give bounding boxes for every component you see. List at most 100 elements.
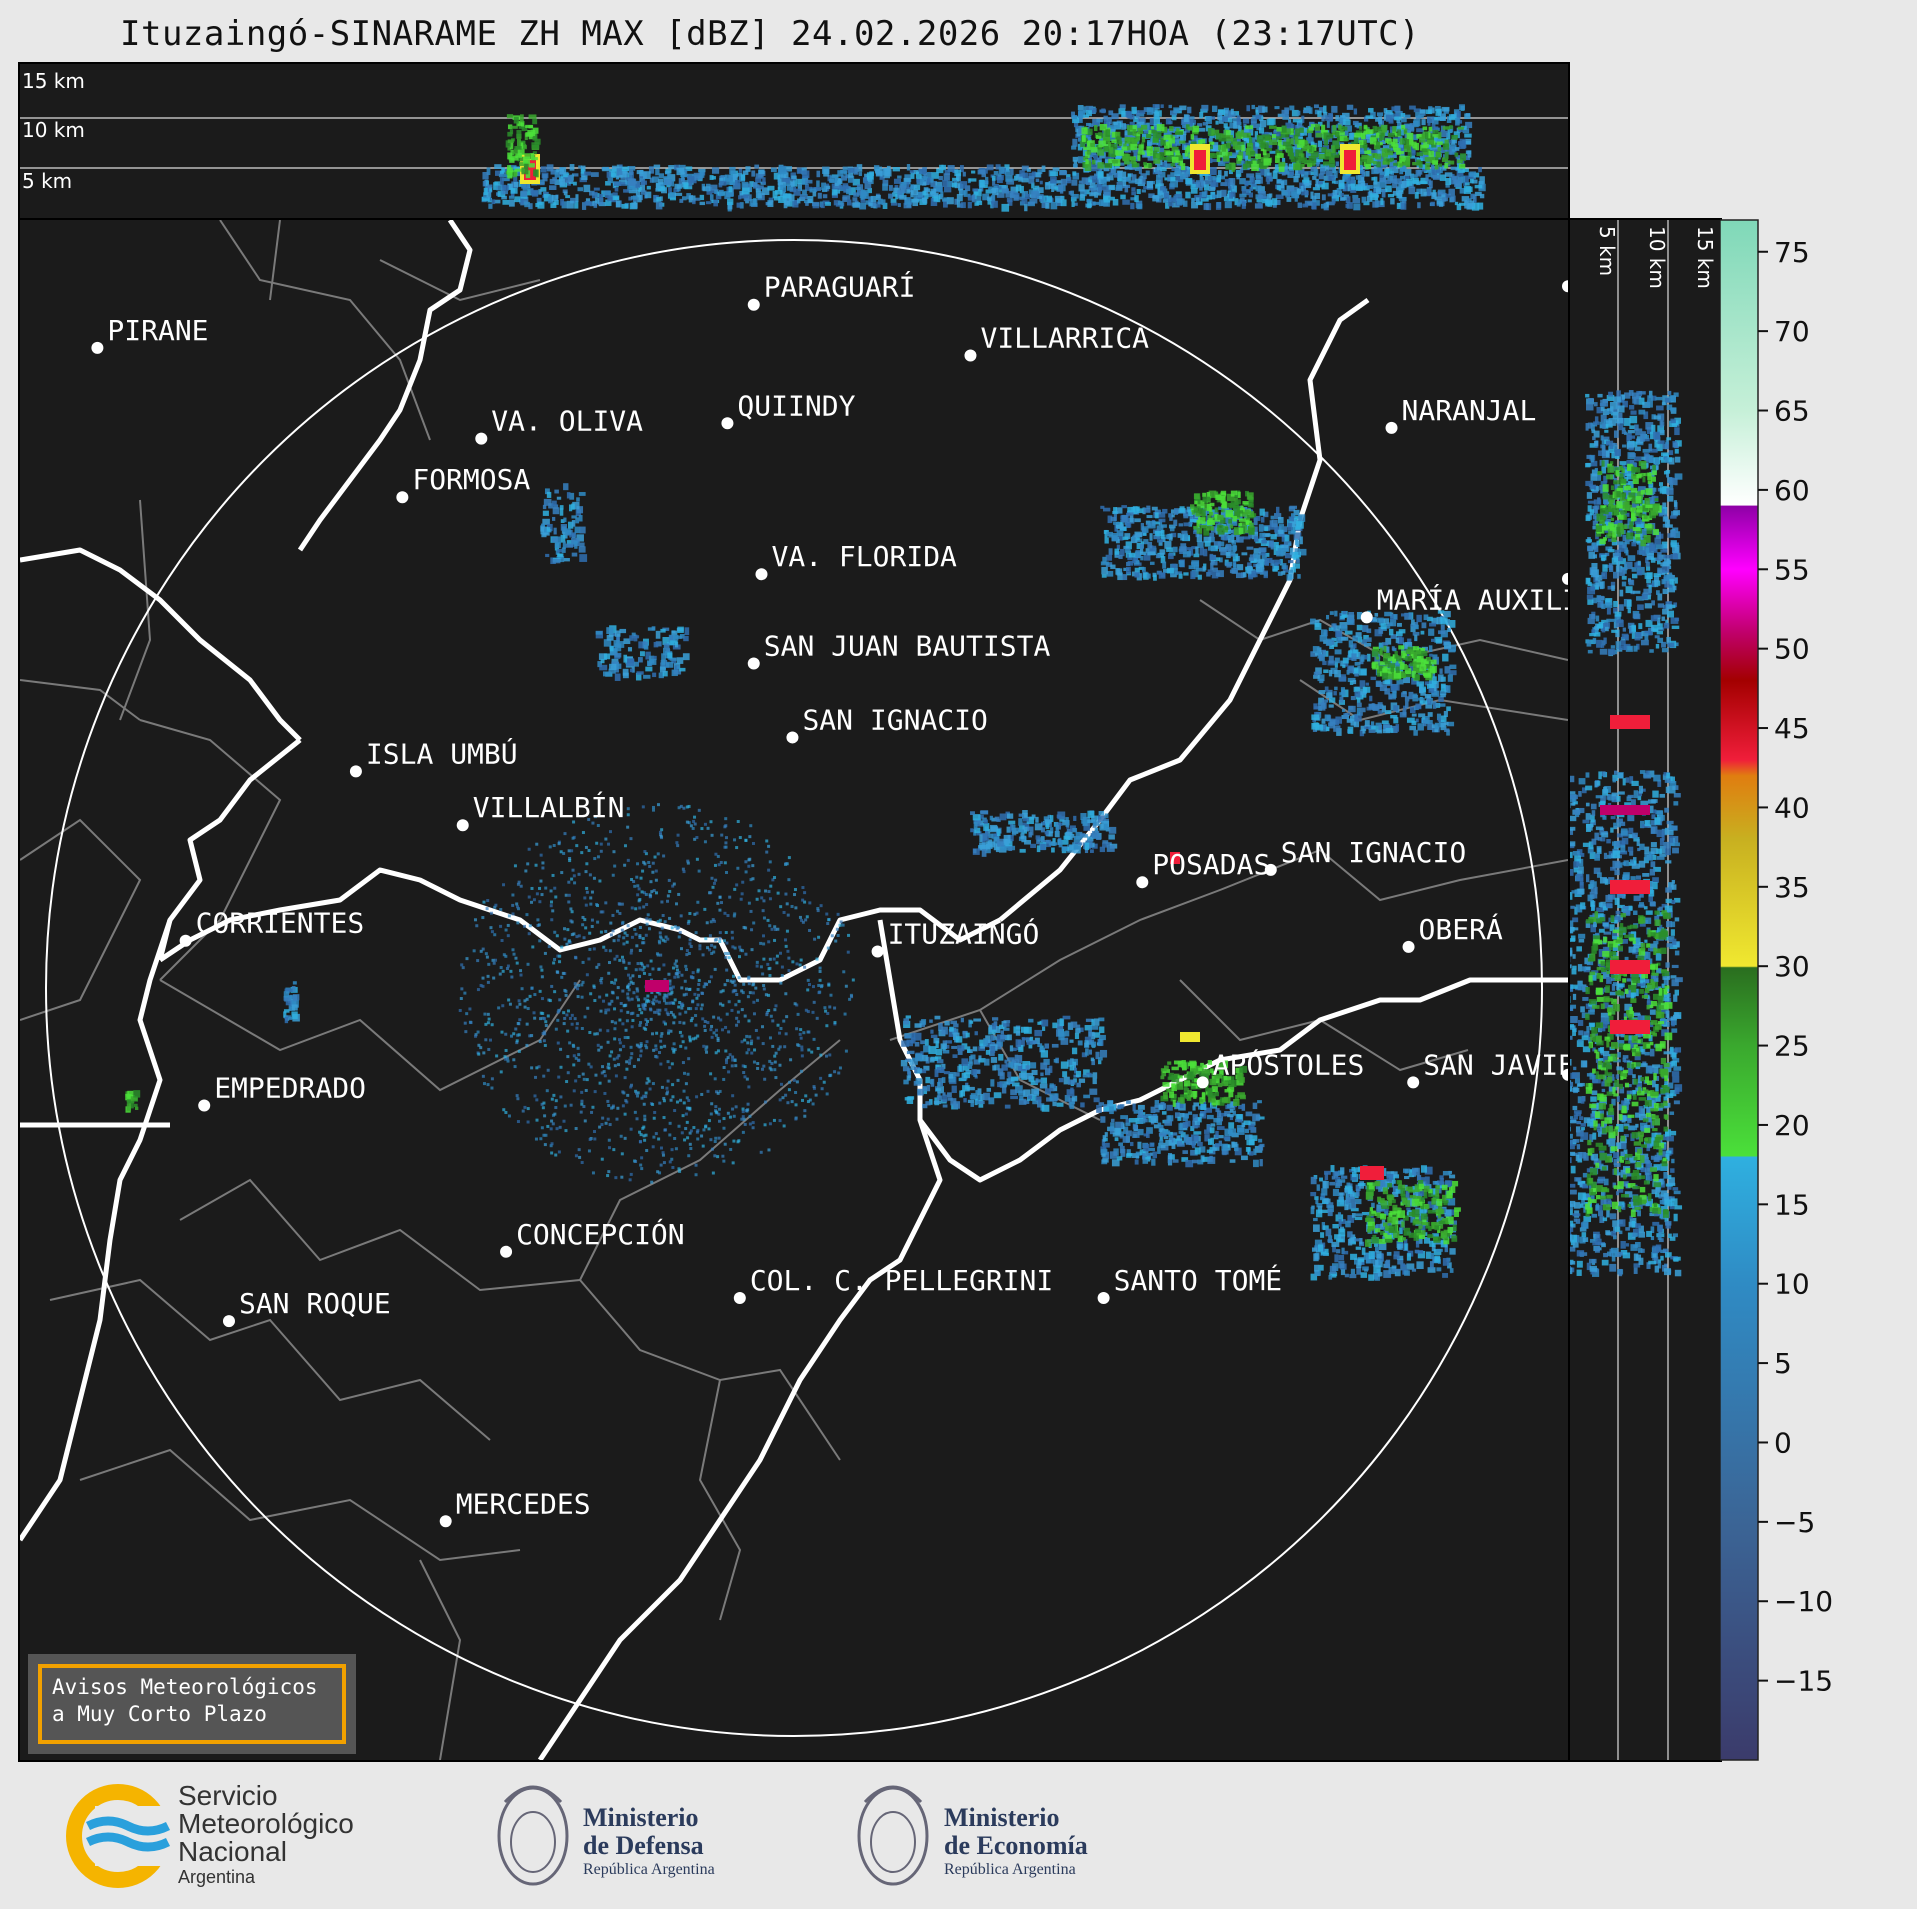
- echo-pixel: [1354, 132, 1363, 138]
- echo-pixel: [1237, 141, 1245, 145]
- echo-pixel: [1101, 108, 1106, 114]
- echo-pixel: [577, 1148, 581, 1152]
- echo-pixel: [755, 897, 759, 901]
- echo-pixel: [1467, 175, 1474, 180]
- echo-pixel: [797, 1044, 801, 1048]
- echo-pixel: [560, 871, 564, 875]
- echo-pixel: [559, 167, 567, 175]
- echo-pixel: [1226, 551, 1231, 559]
- echo-pixel: [808, 928, 812, 932]
- echo-pixel: [1302, 203, 1309, 208]
- echo-pixel: [550, 984, 554, 988]
- echo-pixel: [554, 179, 563, 185]
- echo-pixel: [804, 1094, 808, 1098]
- echo-pixel: [719, 180, 727, 186]
- echo-pixel: [709, 1028, 713, 1032]
- echo-pixel: [580, 1102, 584, 1106]
- echo-pixel: [709, 194, 714, 201]
- echo-pixel: [803, 1109, 807, 1113]
- echo-pixel: [643, 1003, 647, 1007]
- echo-pixel: [1166, 547, 1174, 552]
- echo-pixel: [793, 893, 797, 897]
- radar-map[interactable]: PARAGUARÍ PIRANE VILLARRICA VA. OLIVA QUIIND…: [18, 218, 1570, 1762]
- echo-pixel: [930, 198, 938, 207]
- echo-pixel: [629, 1127, 633, 1131]
- echo-pixel: [643, 1114, 647, 1118]
- echo-pixel: [680, 973, 684, 977]
- echo-pixel: [635, 995, 639, 999]
- echo-pixel: [686, 859, 690, 863]
- echo-pixel: [1360, 183, 1365, 191]
- echo-pixel: [538, 189, 542, 195]
- echo-pixel: [922, 190, 927, 196]
- echo-pixel: [1136, 508, 1144, 514]
- echo-pixel: [1296, 558, 1300, 563]
- echo-pixel: [672, 1050, 676, 1054]
- echo-pixel: [1325, 201, 1329, 208]
- echo-pixel: [1385, 179, 1392, 184]
- echo-pixel: [616, 166, 622, 170]
- echo-pixel: [998, 186, 1004, 190]
- echo-pixel: [822, 194, 828, 199]
- echo-pixel: [596, 824, 600, 828]
- echo-pixel: [577, 1058, 581, 1062]
- echo-pixel: [640, 1096, 644, 1100]
- echo-pixel: [630, 877, 634, 881]
- echo-pixel: [696, 1128, 700, 1132]
- echo-pixel: [1097, 149, 1105, 156]
- echo-pixel: [867, 187, 872, 194]
- echo-pixel: [807, 983, 811, 987]
- echo-pixel: [1146, 515, 1153, 519]
- echo-pixel: [458, 1008, 462, 1012]
- echo-pixel: [677, 892, 681, 896]
- echo-pixel: [539, 879, 543, 883]
- echo-pixel: [1343, 194, 1349, 198]
- echo-pixel: [521, 121, 525, 127]
- echo-pixel: [1131, 187, 1136, 192]
- echo-pixel: [1458, 104, 1465, 111]
- echo-pixel: [1258, 162, 1264, 168]
- echo-pixel: [641, 937, 645, 941]
- echo-pixel: [1387, 132, 1395, 138]
- echo-pixel: [828, 1074, 832, 1078]
- echo-pixel: [1371, 177, 1375, 181]
- echo-pixel: [576, 1046, 580, 1050]
- echo-pixel: [622, 936, 626, 940]
- echo-pixel: [1361, 196, 1367, 203]
- echo-pixel: [572, 181, 577, 186]
- echo-pixel: [1245, 125, 1253, 130]
- echo-pixel: [1034, 185, 1040, 193]
- echo-pixel: [1021, 197, 1028, 205]
- echo-pixel: [776, 891, 780, 895]
- echo-pixel: [629, 951, 633, 955]
- echo-pixel: [740, 1008, 744, 1012]
- echo-pixel: [774, 1051, 778, 1055]
- echo-pixel: [877, 198, 883, 205]
- echo-pixel: [1333, 170, 1338, 179]
- echo-pixel: [642, 1006, 646, 1010]
- echo-pixel: [1280, 180, 1285, 189]
- echo-pixel: [1183, 522, 1191, 527]
- echo-pixel: [1417, 114, 1424, 119]
- echo-pixel: [670, 179, 675, 187]
- echo-pixel: [671, 985, 675, 989]
- echo-pixel: [771, 1019, 775, 1023]
- echo-pixel: [1248, 158, 1253, 162]
- echo-pixel: [644, 1027, 648, 1031]
- echo-pixel: [1338, 191, 1342, 198]
- echo-pixel: [1125, 541, 1132, 550]
- echo-pixel: [595, 1032, 599, 1036]
- echo-pixel: [634, 1159, 638, 1163]
- echo-pixel: [1342, 126, 1348, 131]
- echo-pixel: [1317, 110, 1322, 117]
- echo-pixel: [1235, 135, 1242, 139]
- echo-pixel: [652, 176, 659, 183]
- echo-pixel: [748, 1035, 752, 1039]
- echo-pixel: [656, 196, 661, 202]
- echo-pixel: [602, 945, 606, 949]
- echo-pixel: [1051, 185, 1055, 192]
- echo-pixel: [696, 987, 700, 991]
- echo-pixel: [960, 181, 968, 189]
- echo-pixel: [1291, 519, 1298, 528]
- echo-pixel: [1122, 536, 1129, 541]
